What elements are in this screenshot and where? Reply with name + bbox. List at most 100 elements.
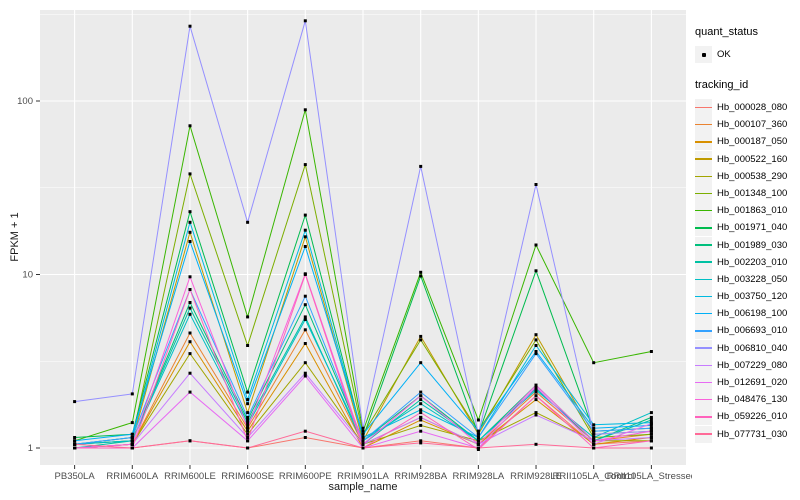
- data-point: [303, 273, 307, 276]
- data-point: [592, 423, 596, 427]
- data-point: [649, 423, 653, 427]
- legend-item-tracking: Hb_001989_030: [695, 236, 798, 254]
- data-point: [419, 415, 423, 419]
- data-point: [592, 361, 596, 365]
- series-color-line-icon: [695, 123, 712, 126]
- data-point: [592, 436, 596, 439]
- data-point: [246, 315, 250, 319]
- line-key-icon: [695, 288, 712, 306]
- line-key-icon: [695, 202, 712, 220]
- data-point: [303, 303, 307, 307]
- data-point: [592, 432, 596, 436]
- data-point: [303, 228, 307, 232]
- data-point: [592, 442, 596, 446]
- data-point: [534, 442, 538, 446]
- data-point: [130, 436, 134, 439]
- legend-label-tracking-id: Hb_000187_050: [717, 136, 788, 148]
- data-point: [188, 275, 192, 279]
- data-point: [303, 213, 307, 217]
- legend-label-tracking-id: Hb_001971_040: [717, 222, 788, 234]
- data-point: [303, 108, 307, 112]
- data-point: [188, 288, 192, 291]
- data-point: [419, 274, 423, 278]
- data-point: [419, 439, 423, 443]
- data-point: [246, 390, 250, 394]
- data-point: [649, 350, 653, 353]
- legend-label-tracking-id: Hb_001989_030: [717, 239, 788, 251]
- x-tick-label: RRIM600PE: [279, 471, 332, 482]
- x-tick-label: RRIM928LE: [510, 471, 562, 482]
- data-point: [361, 442, 365, 446]
- legend-label-ok: OK: [717, 49, 731, 60]
- series-color-line-icon: [695, 106, 712, 109]
- data-point: [649, 436, 653, 439]
- data-point: [534, 183, 538, 186]
- line-key-icon: [695, 425, 712, 443]
- series-color-line-icon: [695, 330, 712, 332]
- data-point: [476, 442, 480, 446]
- data-point: [649, 422, 653, 426]
- line-key-icon: [695, 339, 712, 357]
- data-point: [592, 426, 596, 430]
- legend-item-tracking: Hb_000187_050: [695, 133, 798, 151]
- data-point: [73, 446, 77, 450]
- legend-item-tracking: Hb_003750_120: [695, 288, 798, 306]
- data-point: [419, 423, 423, 427]
- legend-label-tracking-id: Hb_003228_050: [717, 273, 788, 285]
- data-point: [188, 312, 192, 316]
- legend-item-tracking: Hb_006693_010: [695, 322, 798, 340]
- line-key-icon: [695, 150, 712, 168]
- x-tick-label: RRIM600LE: [164, 471, 216, 482]
- data-point: [246, 426, 250, 430]
- data-point: [246, 344, 250, 347]
- data-point: [130, 421, 134, 425]
- data-point: [246, 411, 250, 415]
- data-point: [246, 418, 250, 422]
- line-chart-panel: 1 10 100 PB350LA RRIM600LA RRIM600LE RRIM600SE…: [17, 10, 692, 482]
- legend: quant_status OK tracking_id Hb_000028_08…: [695, 26, 798, 443]
- legend-item-tracking: Hb_001971_040: [695, 219, 798, 237]
- data-point: [534, 385, 538, 389]
- data-point: [419, 390, 423, 394]
- data-point: [246, 432, 250, 436]
- data-point: [476, 436, 480, 439]
- line-key-icon: [695, 253, 712, 271]
- legend-label-tracking-id: Hb_006810_040: [717, 342, 788, 354]
- legend-label-tracking-id: Hb_000522_160: [717, 153, 788, 165]
- data-point: [419, 164, 423, 168]
- data-point: [130, 392, 134, 396]
- data-point: [188, 124, 192, 128]
- legend-label-tracking-id: Hb_000107_360: [717, 119, 788, 131]
- data-point: [476, 418, 480, 422]
- data-point: [534, 269, 538, 273]
- data-point: [419, 408, 423, 412]
- data-point: [246, 421, 250, 425]
- x-tick-label: PB350LA: [55, 471, 96, 482]
- series-color-line-icon: [695, 313, 712, 315]
- data-point: [246, 439, 250, 443]
- series-color-line-icon: [695, 278, 712, 281]
- data-point: [592, 429, 596, 433]
- data-point: [534, 411, 538, 415]
- data-point: [188, 439, 192, 443]
- data-point: [188, 172, 192, 176]
- data-point: [130, 439, 134, 443]
- data-point: [419, 398, 423, 402]
- legend-tracking-items: Hb_000028_080 Hb_000107_360 Hb_000187_050 H…: [695, 99, 798, 443]
- line-key-icon: [695, 270, 712, 288]
- data-point: [419, 411, 423, 415]
- data-point: [534, 352, 538, 356]
- data-point: [188, 340, 192, 344]
- series-color-line-icon: [695, 244, 712, 246]
- legend-label-tracking-id: Hb_006693_010: [717, 325, 788, 337]
- legend-item-tracking: Hb_003228_050: [695, 270, 798, 288]
- data-point: [188, 331, 192, 335]
- legend-item-tracking: Hb_077731_030: [695, 425, 798, 443]
- data-point: [361, 429, 365, 433]
- data-point: [534, 390, 538, 394]
- x-tick-label: RRIM901LA: [337, 471, 389, 482]
- line-key-icon: [695, 305, 712, 323]
- legend-item-tracking: Hb_000522_160: [695, 150, 798, 168]
- series-color-line-icon: [695, 398, 712, 401]
- y-axis-title: FPKM + 1: [9, 212, 21, 262]
